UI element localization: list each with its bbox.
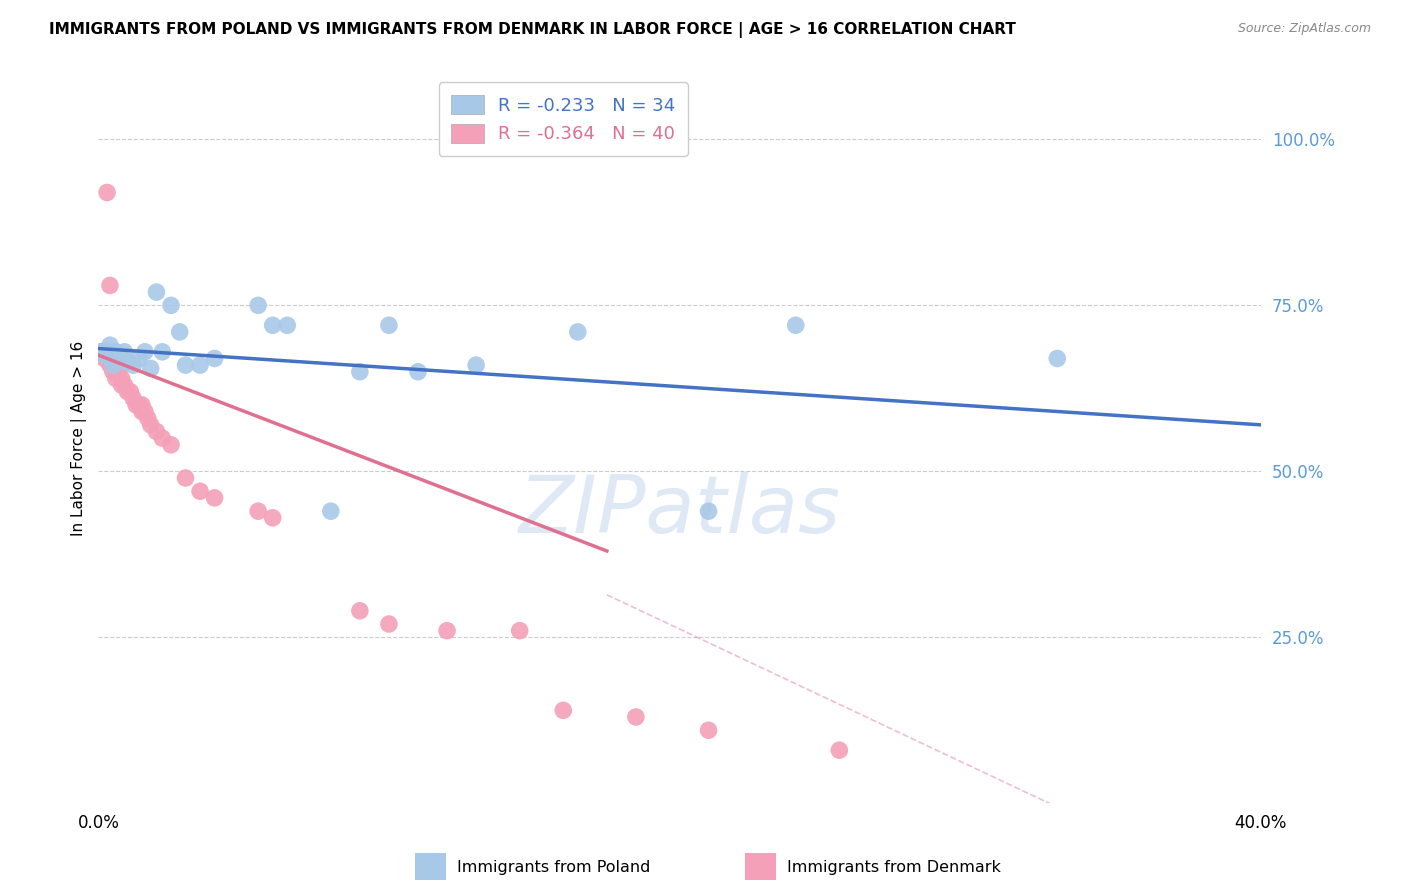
Point [262,318,284,333]
Point [110,371,132,385]
Point [104,358,127,372]
Point [174,358,197,372]
Point [107,355,129,369]
Point [697,723,720,738]
Point [90,344,112,359]
Point [145,425,167,439]
Point [128,398,150,412]
Point [110,351,132,366]
Y-axis label: In Labor Force | Age > 16: In Labor Force | Age > 16 [72,341,87,536]
Point [262,510,284,524]
Point [98,278,121,293]
Point [139,417,162,432]
Point [247,298,270,312]
Point [117,355,139,369]
Point [145,285,167,299]
Point [117,384,139,399]
Point [107,365,129,379]
Point [276,318,298,333]
Point [188,358,211,372]
Point [96,351,118,366]
Point [101,358,124,372]
Legend: R = -0.233   N = 34, R = -0.364   N = 40: R = -0.233 N = 34, R = -0.364 N = 40 [439,82,688,156]
Point [624,710,647,724]
Point [131,398,153,412]
Point [465,358,488,372]
Point [122,392,145,406]
Point [785,318,807,333]
Text: IMMIGRANTS FROM POLAND VS IMMIGRANTS FROM DENMARK IN LABOR FORCE | AGE > 16 CORR: IMMIGRANTS FROM POLAND VS IMMIGRANTS FRO… [49,22,1017,38]
Point [204,351,226,366]
Point [509,624,531,638]
Point [150,344,173,359]
Point [406,365,429,379]
Point [319,504,342,518]
Point [1046,351,1069,366]
Point [93,348,115,362]
Point [101,365,124,379]
Point [136,411,159,425]
Point [567,325,589,339]
Point [160,438,183,452]
Point [90,344,112,359]
Text: Source: ZipAtlas.com: Source: ZipAtlas.com [1237,22,1371,36]
Point [104,371,127,385]
Point [378,318,401,333]
Point [131,404,153,418]
Point [125,398,148,412]
Point [349,604,371,618]
Point [114,378,136,392]
Point [104,344,127,359]
Point [378,617,401,632]
Point [436,624,458,638]
Point [204,491,226,505]
Point [828,743,851,757]
Point [93,351,115,366]
Point [98,338,121,352]
Point [120,384,142,399]
Text: Immigrants from Denmark: Immigrants from Denmark [787,861,1001,875]
Point [128,351,150,366]
Point [96,344,118,359]
Text: ZIPatlas: ZIPatlas [519,472,841,550]
Point [553,703,575,717]
Point [188,484,211,499]
Point [98,358,121,372]
Point [114,344,136,359]
Point [247,504,270,518]
Point [349,365,371,379]
Point [101,351,124,366]
Point [139,361,162,376]
Point [169,325,191,339]
Point [174,471,197,485]
Point [697,504,720,518]
Point [134,404,156,418]
Point [122,358,145,372]
Point [110,378,132,392]
Text: Immigrants from Poland: Immigrants from Poland [457,861,651,875]
Point [134,344,156,359]
Point [101,358,124,372]
Point [150,431,173,445]
Point [96,186,118,200]
Point [160,298,183,312]
